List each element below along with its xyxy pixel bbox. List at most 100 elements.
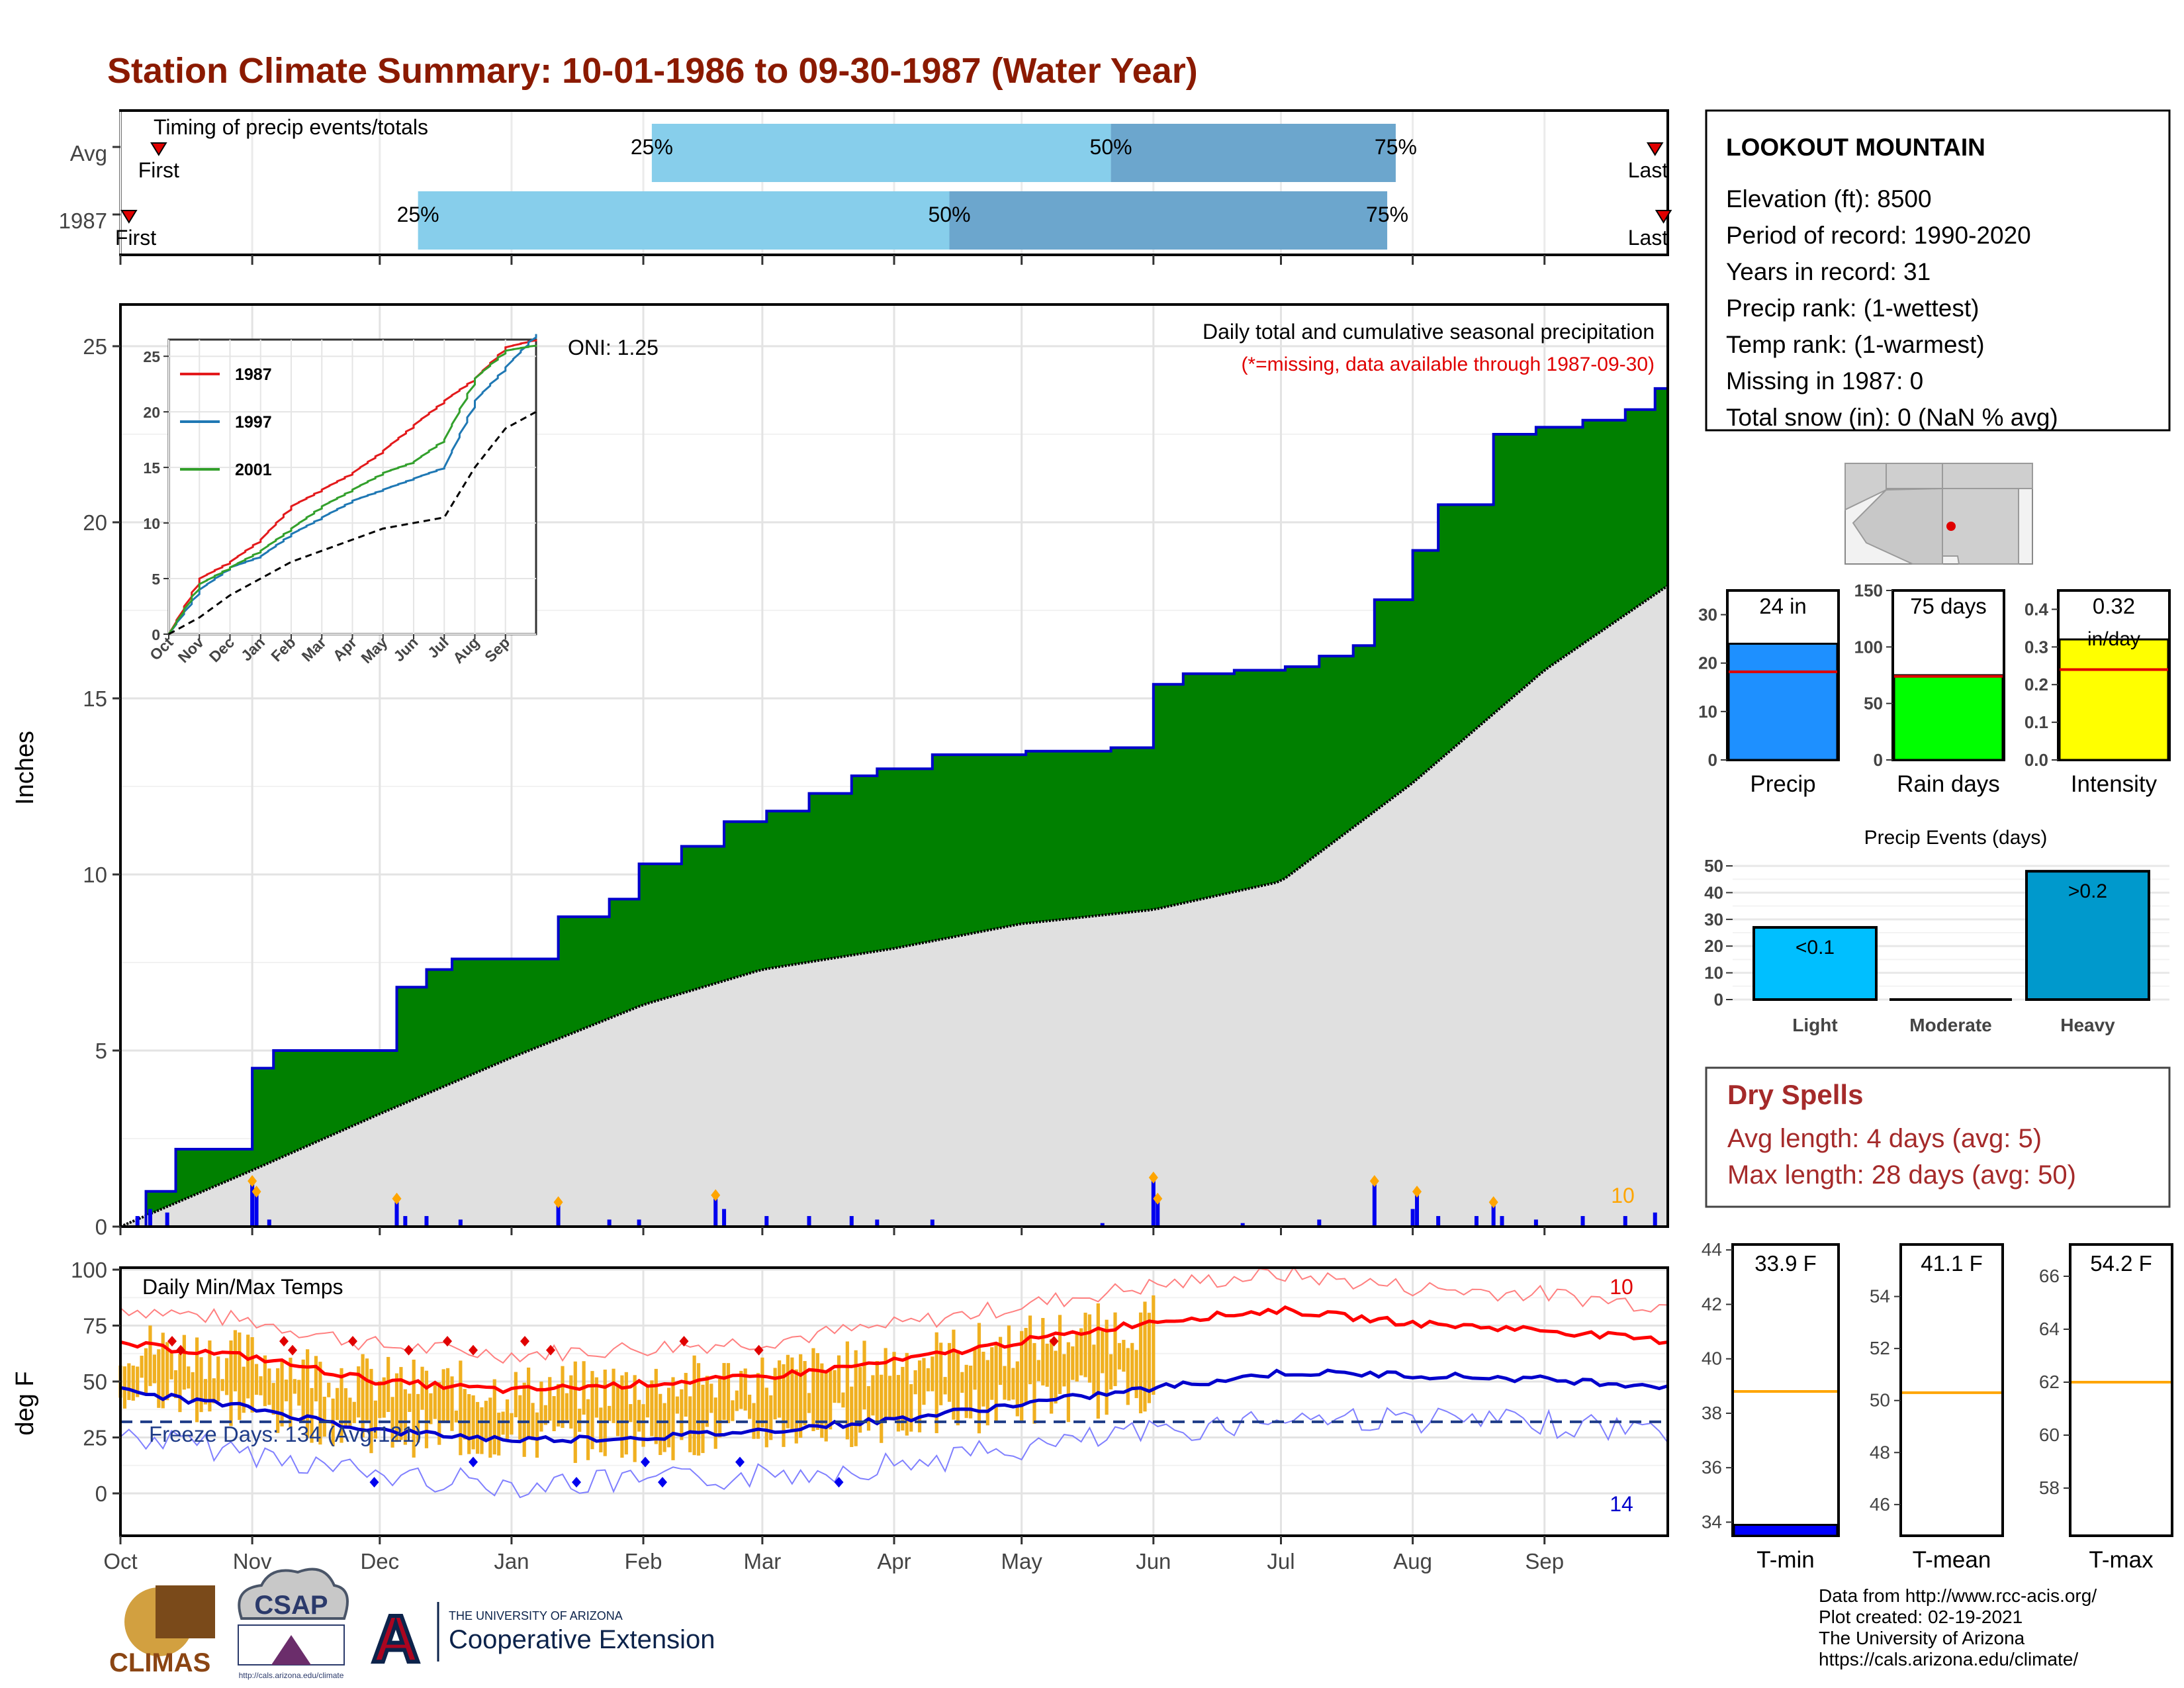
temp-daily-bar <box>650 1380 654 1436</box>
month-axis-label: Dec <box>360 1549 399 1573</box>
temp-daily-bar <box>956 1350 960 1426</box>
temp-daily-bar <box>637 1399 641 1432</box>
temp-daily-bar <box>216 1356 220 1401</box>
temp-daily-bar <box>1138 1312 1143 1414</box>
temp-daily-bar <box>786 1354 790 1429</box>
station-name: LOOKOUT MOUNTAIN <box>1726 134 1985 161</box>
temp-summary-y-tick-label: 66 <box>2039 1266 2060 1286</box>
csap-logo: CSAP http://cals.arizona.edu/climate <box>238 1568 349 1680</box>
temp-daily-bar <box>760 1357 764 1428</box>
temp-daily-bar <box>590 1371 594 1450</box>
temp-daily-bar <box>352 1401 356 1423</box>
daily-precip-bar <box>1623 1216 1627 1227</box>
temp-record-high-marker <box>404 1344 414 1356</box>
temp-record-high-marker <box>469 1344 478 1356</box>
events-y-tick-label: 30 <box>1704 910 1723 929</box>
temp-daily-bar <box>1058 1315 1062 1394</box>
temp-daily-bar <box>229 1340 233 1427</box>
temp-daily-bar <box>896 1375 901 1432</box>
normal-cumulative-line <box>120 585 1669 1228</box>
temp-summary-y-tick-label: 44 <box>1702 1239 1722 1260</box>
temp-daily-bar <box>144 1348 148 1393</box>
temp-daily-bar <box>314 1356 318 1402</box>
temp-summary-y-tick-label: 62 <box>2039 1372 2060 1392</box>
events-bar-label: Heavy <box>2060 1015 2115 1035</box>
temp-daily-bar <box>454 1410 459 1423</box>
inset-y-tick-label: 20 <box>143 404 160 421</box>
temp-daily-bar <box>680 1389 684 1440</box>
timing-label-75: 75% <box>1366 203 1408 226</box>
summary-bar-label: Precip <box>1750 771 1815 797</box>
temp-daily-bar <box>1071 1346 1075 1380</box>
observed-surplus-area <box>120 381 1668 1227</box>
daily-precip-bar <box>148 1209 152 1227</box>
temp-daily-bar <box>1147 1313 1151 1403</box>
temp-record-low-marker <box>834 1477 844 1488</box>
temp-daily-bar <box>594 1377 598 1418</box>
daily-precip-marker <box>392 1192 402 1205</box>
temp-daily-bar <box>608 1405 612 1421</box>
timing-bar-q25-q50 <box>651 124 1111 182</box>
temp-daily-bar <box>1083 1313 1087 1378</box>
dry-title: Dry Spells <box>1727 1079 1863 1110</box>
temp-daily-bar <box>769 1395 773 1440</box>
summary-bar-y-tick-label: 0.1 <box>2025 712 2048 732</box>
summary-bar-y-tick-label: 0.3 <box>2025 637 2048 657</box>
dry-frame <box>1705 1066 2171 1208</box>
temp-daily-bar <box>148 1325 152 1386</box>
temp-summary-y-tick-label: 48 <box>1870 1442 1890 1462</box>
temp-daily-bar <box>887 1376 892 1418</box>
temp-daily-bar <box>901 1366 905 1430</box>
temp-daily-bar <box>195 1337 199 1423</box>
temp-daily-bar <box>1152 1295 1156 1395</box>
temp-daily-bar <box>943 1377 947 1395</box>
temp-daily-bar <box>182 1335 186 1390</box>
temp-daily-bar <box>794 1369 798 1444</box>
temp-daily-bar <box>199 1357 203 1413</box>
temp-daily-bar <box>169 1350 173 1380</box>
temp-daily-bar <box>437 1382 441 1445</box>
temp-daily-bar <box>1113 1312 1117 1386</box>
summary-bar-y-tick-label: 0.0 <box>2025 750 2048 770</box>
precip-ylabel: Inches <box>11 731 39 805</box>
daily-precip-bar <box>1410 1209 1415 1227</box>
month-axis-label: Sep <box>1525 1549 1564 1573</box>
daily-precip-bar <box>556 1205 561 1227</box>
ua-a-icon: A <box>372 1602 420 1676</box>
temp-daily-bar <box>306 1349 310 1438</box>
events-bar-label: Light <box>1792 1015 1837 1035</box>
temp-daily-bar <box>505 1399 510 1439</box>
temp-daily-bar <box>913 1370 917 1395</box>
timing-label-50: 50% <box>1090 135 1132 159</box>
daily-precip-marker <box>711 1189 721 1201</box>
station-frame <box>1705 109 2171 432</box>
summary-bar-label: Intensity <box>2071 771 2158 797</box>
csap-cloud-icon <box>238 1568 349 1620</box>
daily-precip-bar <box>637 1219 641 1227</box>
daily-precip-marker <box>1369 1175 1379 1188</box>
daily-precip-bar <box>403 1216 408 1227</box>
temp-daily-bar <box>399 1367 403 1440</box>
temp-daily-bar <box>773 1368 777 1420</box>
timing-last-marker <box>1646 142 1664 156</box>
temp-summary-y-tick-label: 38 <box>1702 1403 1722 1423</box>
temp-daily-bar <box>1096 1303 1100 1419</box>
temp-daily-bar <box>394 1373 399 1442</box>
temp-daily-bar <box>696 1363 701 1456</box>
precip-caption: Daily total and cumulative seasonal prec… <box>1203 320 1655 344</box>
temp-daily-bar <box>578 1409 582 1432</box>
temp-daily-bar <box>318 1362 322 1445</box>
daily-precip-bar <box>1491 1205 1496 1227</box>
temp-summary-frame <box>1731 1243 1840 1537</box>
inset-y-tick-label: 0 <box>152 626 160 643</box>
daily-precip-bar <box>1580 1216 1585 1227</box>
temp-summary-t-mean: 46 48 50 52 54 41.1 F T-mean <box>1870 1243 2004 1573</box>
temp-daily-bar <box>1117 1342 1122 1370</box>
timing-label-25: 25% <box>631 135 673 159</box>
daily-precip-marker <box>553 1196 563 1209</box>
temp-daily-bar <box>1122 1340 1126 1372</box>
temp-daily-bar <box>654 1368 658 1444</box>
summary-bar-value-unit: in/day <box>2087 628 2140 650</box>
dry-max-length: Max length: 28 days (avg: 50) <box>1727 1160 2076 1190</box>
temp-daily-bar <box>722 1363 726 1421</box>
